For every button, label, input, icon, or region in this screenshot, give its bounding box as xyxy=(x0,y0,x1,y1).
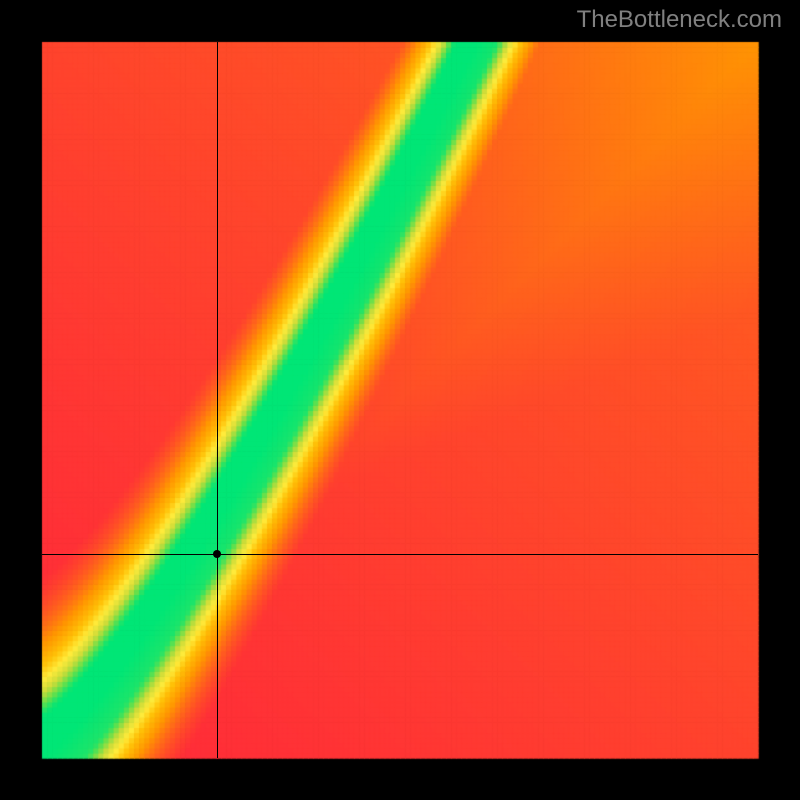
heatmap-canvas xyxy=(0,0,800,800)
crosshair-horizontal xyxy=(42,554,758,555)
watermark-text: TheBottleneck.com xyxy=(577,6,782,34)
crosshair-dot xyxy=(213,550,221,558)
chart-container: TheBottleneck.com xyxy=(0,0,800,800)
crosshair-vertical xyxy=(217,42,218,758)
